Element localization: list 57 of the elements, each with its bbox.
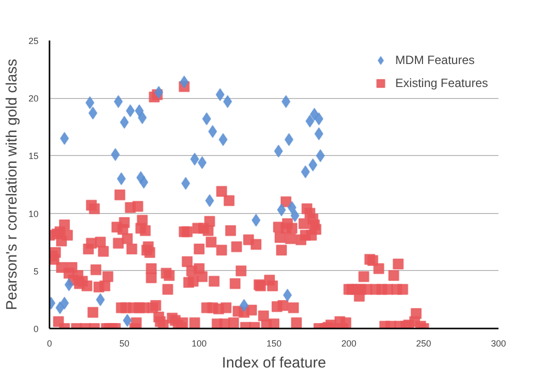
point — [314, 127, 324, 140]
point — [85, 96, 94, 110]
point — [290, 209, 300, 222]
point — [60, 296, 69, 310]
point — [154, 86, 164, 99]
x-axis-title: Index of feature — [222, 354, 326, 372]
point — [181, 176, 190, 190]
point — [208, 125, 218, 138]
point — [60, 132, 69, 145]
x-tick-label: 200 — [341, 338, 356, 348]
point — [308, 158, 318, 172]
legend-label: Existing Features — [395, 76, 488, 90]
point — [282, 288, 292, 302]
x-tick-label: 0 — [46, 338, 52, 348]
point — [139, 176, 148, 189]
y-tick-label: 20 — [28, 94, 39, 104]
point — [300, 165, 310, 178]
x-tick-label: 150 — [266, 338, 282, 348]
point — [198, 156, 207, 170]
point — [316, 149, 325, 162]
y-tick-label: 0 — [33, 324, 39, 334]
point — [305, 114, 314, 128]
y-tick-label: 5 — [33, 266, 39, 276]
point — [218, 133, 228, 146]
legend-label: MDM Features — [395, 53, 475, 67]
point — [216, 88, 225, 102]
x-tick-label: 250 — [416, 338, 432, 348]
point — [190, 152, 200, 166]
point — [281, 95, 290, 108]
x-tick-label: 50 — [119, 338, 130, 348]
y-tick-label: 10 — [28, 208, 39, 219]
point — [240, 298, 249, 312]
point — [120, 116, 129, 129]
point — [114, 95, 123, 108]
point — [284, 133, 294, 146]
point — [223, 95, 232, 108]
x-tick-label: 100 — [192, 338, 207, 348]
y-tick-label: 15 — [28, 151, 39, 162]
point — [252, 214, 261, 227]
point — [88, 106, 98, 120]
point — [314, 112, 324, 126]
point — [276, 203, 286, 216]
point — [110, 148, 120, 162]
point — [205, 194, 214, 208]
point — [116, 172, 126, 186]
point — [287, 201, 296, 214]
point — [202, 112, 212, 126]
y-axis-title: Pearson's r correlation with gold class — [3, 58, 20, 310]
point — [138, 111, 147, 124]
point — [96, 293, 105, 306]
point — [274, 144, 283, 158]
point — [180, 75, 189, 88]
point — [126, 104, 135, 118]
x-tick-label: 300 — [490, 338, 506, 348]
point — [122, 314, 132, 327]
y-tick-label: 25 — [28, 36, 39, 46]
point — [64, 278, 74, 292]
